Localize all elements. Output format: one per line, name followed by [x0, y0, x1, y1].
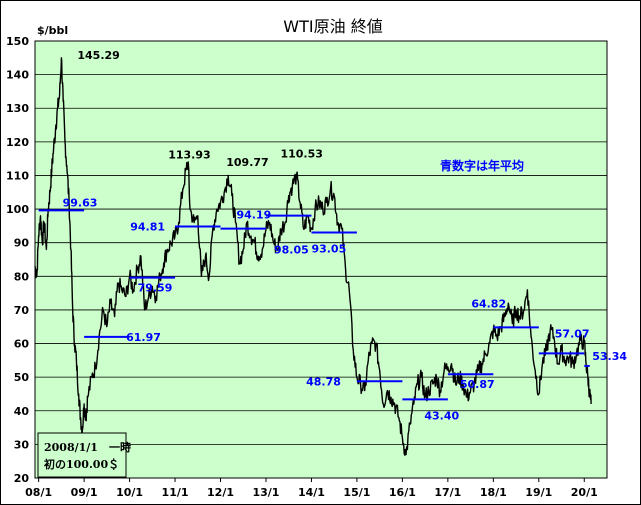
x-tick-label: 13/1 [252, 486, 279, 499]
x-tick-label: 09/1 [71, 486, 98, 499]
note-box-line-1: 2008/1/1 一時 [44, 440, 131, 454]
average-label: 94.81 [130, 221, 165, 234]
x-tick-label: 19/1 [525, 486, 552, 499]
x-tick-label: 11/1 [162, 486, 189, 499]
price-line [34, 57, 592, 456]
yearly-average-labels: 99.63 61.97 79.59 94.81 94.19 98.05 93.05 48.78… [63, 196, 628, 422]
y-tick-label: 40 [14, 405, 30, 418]
peak-annotations: 145.29 113.93 109.77 110.53 [77, 49, 323, 169]
x-tick-label: 10/1 [116, 486, 143, 499]
x-tick-label: 15/1 [343, 486, 370, 499]
y-tick-label: 90 [14, 237, 30, 250]
average-label: 64.82 [471, 297, 506, 310]
peak-annotation: 113.93 [168, 148, 210, 161]
average-label: 50.87 [460, 378, 495, 391]
average-label: 93.05 [311, 242, 346, 255]
y-axis-unit: $/bbl [37, 24, 68, 37]
y-tick-labels: 20 30 40 50 60 70 80 90 100 110 120 130 140 150 [6, 35, 29, 485]
y-tick-label: 130 [6, 102, 29, 115]
x-tick-label: 20/1 [571, 486, 598, 499]
y-tick-label: 110 [6, 169, 29, 182]
x-tick-label: 08/1 [25, 486, 52, 499]
y-tick-label: 20 [14, 472, 30, 485]
y-tick-label: 50 [14, 371, 30, 384]
peak-annotation: 110.53 [280, 148, 322, 161]
y-tick-label: 150 [6, 35, 29, 48]
average-label: 48.78 [306, 375, 341, 388]
x-tick-label: 18/1 [480, 486, 507, 499]
average-label: 94.19 [237, 209, 272, 222]
y-tick-label: 140 [6, 69, 29, 82]
average-label: 98.05 [274, 244, 309, 257]
x-tick-label: 16/1 [389, 486, 416, 499]
x-tick-label: 12/1 [207, 486, 234, 499]
note-box [37, 432, 127, 478]
y-tick-label: 70 [14, 304, 30, 317]
plot-area [34, 40, 608, 479]
y-tick-label: 120 [6, 136, 29, 149]
x-tick-label: 17/1 [434, 486, 461, 499]
y-tick-label: 100 [6, 203, 29, 216]
average-note: 青数字は年平均 [440, 158, 524, 173]
average-label: 43.40 [424, 409, 459, 422]
y-tick-label: 60 [14, 338, 30, 351]
chart-title: WTI原油 終値 [283, 17, 382, 36]
peak-annotation: 109.77 [226, 156, 268, 169]
average-label: 61.97 [126, 331, 161, 344]
y-tick-label: 30 [14, 438, 30, 451]
x-tick-label: 14/1 [298, 486, 325, 499]
average-label: 53.34 [592, 350, 627, 363]
peak-annotation: 145.29 [77, 49, 119, 62]
average-label: 57.07 [555, 327, 590, 340]
x-tick-labels: 08/1 09/1 10/1 11/1 12/1 13/1 14/1 15/1 16/1 17/1… [25, 486, 598, 499]
gridlines [35, 74, 607, 482]
average-label: 99.63 [63, 196, 98, 209]
yearly-average-lines [38, 209, 590, 401]
average-label: 79.59 [138, 282, 173, 295]
note-box-line-2: 初の100.00＄ [44, 457, 119, 471]
y-tick-label: 80 [14, 270, 30, 283]
